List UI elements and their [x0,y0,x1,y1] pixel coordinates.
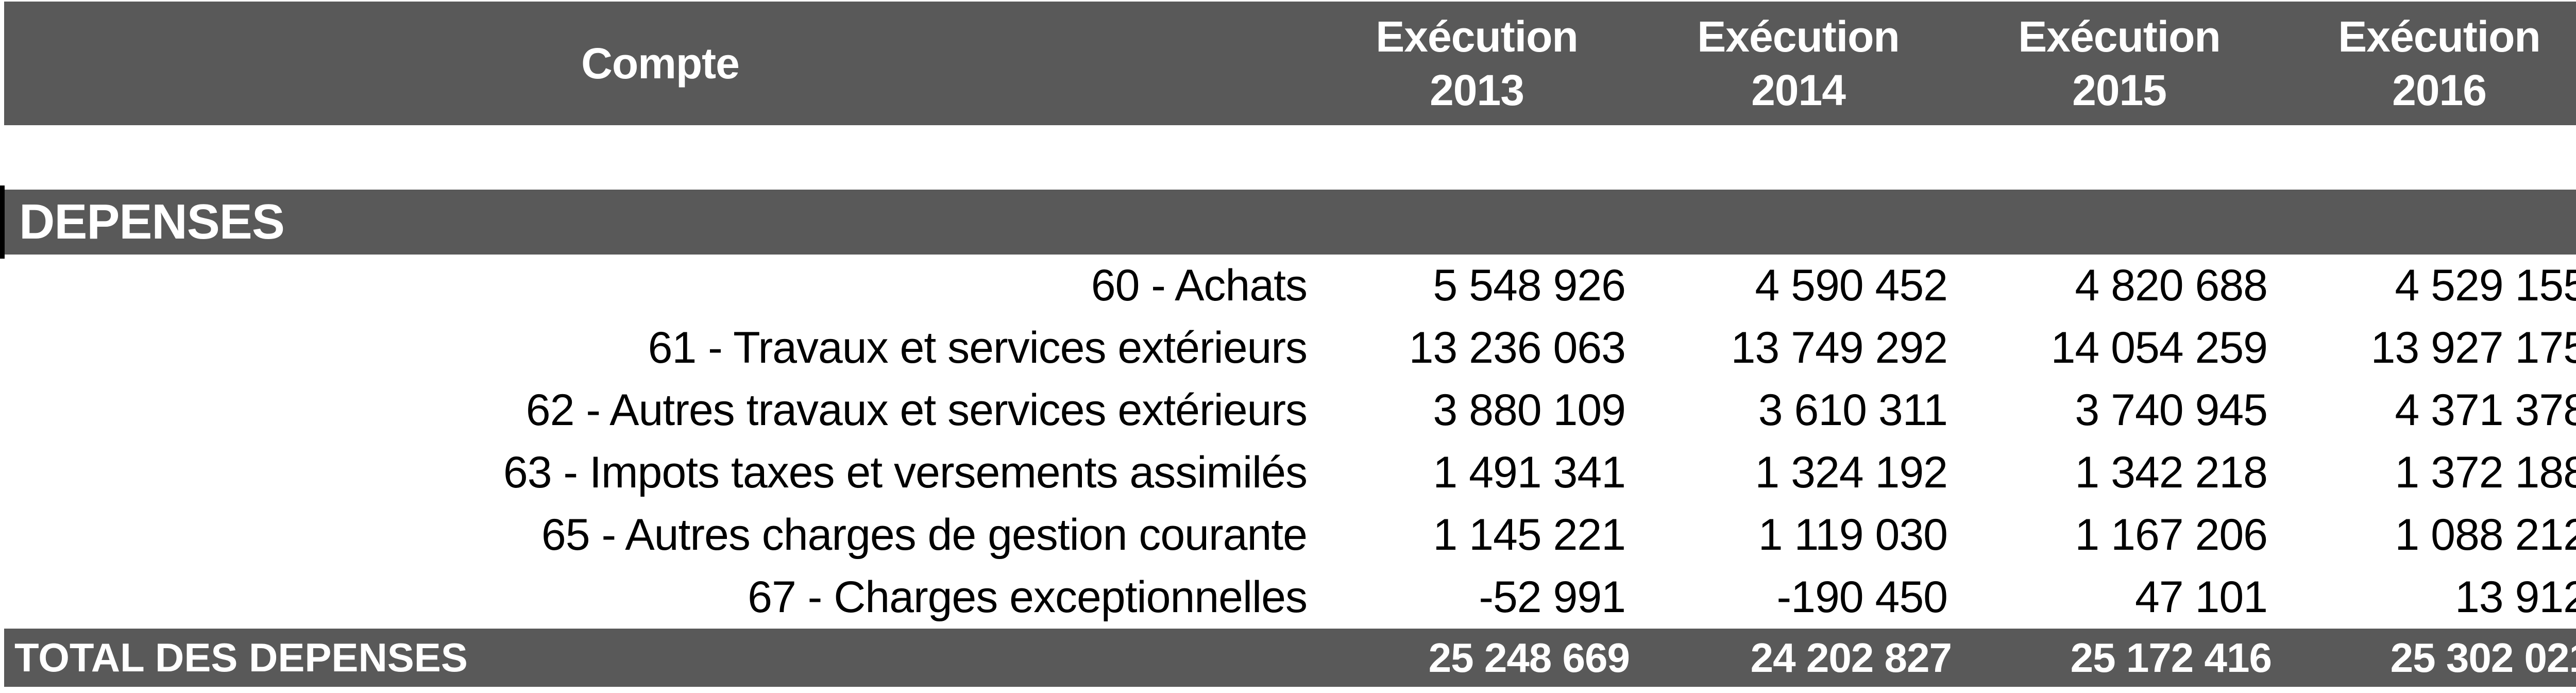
table-header-row: Compte Exécution 2013 Exécution 2014 Exé… [0,2,2576,125]
header-line2: 2016 [2392,66,2487,114]
value-2016: 1 372 188 [2395,448,2576,497]
header-line2: 2013 [1430,66,1524,114]
value-2015: 47 101 [2134,572,2268,622]
table-row-67-charges-exceptionnelles: 67 - Charges exceptionnelles -52 991 -19… [0,566,2576,629]
column-header-execution-2014: Exécution 2014 [1637,2,1959,125]
value-2014: -190 450 [1776,572,1948,622]
table-body: 60 - Achats 5 548 926 4 590 452 4 820 68… [0,255,2576,629]
account-label: 61 - Travaux et services extérieurs [648,323,1308,373]
account-label: 62 - Autres travaux et services extérieu… [526,385,1308,435]
header-line1: Exécution [1697,12,1900,61]
total-2014: 24 202 827 [1750,634,1952,681]
value-2016: 13 927 175 [2370,323,2576,373]
value-2016: 13 912 [2454,572,2576,622]
column-header-compte: Compte [4,2,1316,125]
value-2014: 1 119 030 [1758,510,1948,560]
total-2015: 25 172 416 [2070,634,2272,681]
account-label: 67 - Charges exceptionnelles [748,572,1308,622]
value-2013: 1 491 341 [1433,448,1626,497]
value-2014: 1 324 192 [1755,448,1948,497]
table-row-61-travaux: 61 - Travaux et services extérieurs 13 2… [0,317,2576,379]
column-header-execution-2016: Exécution 2016 [2279,2,2576,125]
total-row: TOTAL DES DEPENSES 25 248 669 24 202 827… [0,629,2576,687]
value-2013: 1 145 221 [1433,510,1626,560]
section-header-depenses: DEPENSES [0,190,2576,255]
value-2013: 5 548 926 [1433,261,1626,310]
value-2014: 13 749 292 [1731,323,1948,373]
column-header-execution-2015: Exécution 2015 [1959,2,2279,125]
table-row-62-autres-travaux: 62 - Autres travaux et services extérieu… [0,379,2576,442]
value-2013: 3 880 109 [1433,385,1626,435]
value-2013: -52 991 [1479,572,1626,622]
header-line1: Exécution [2338,12,2540,61]
column-header-compte-label: Compte [581,39,740,88]
header-line2: 2015 [2072,66,2167,114]
header-line1: Exécution [1376,12,1578,61]
table-row-63-impots: 63 - Impots taxes et versements assimilé… [0,442,2576,504]
total-2016: 25 302 021 [2390,634,2576,681]
total-label: TOTAL DES DEPENSES [14,635,468,680]
value-2014: 4 590 452 [1755,261,1948,310]
section-left-bar [0,185,5,259]
value-2016: 4 371 378 [2395,385,2576,435]
account-label: 63 - Impots taxes et versements assimilé… [503,448,1308,497]
account-label: 65 - Autres charges de gestion courante [541,510,1308,560]
value-2016: 1 088 212 [2395,510,2576,560]
column-header-execution-2013: Exécution 2013 [1316,2,1637,125]
value-2015: 3 740 945 [2075,385,2268,435]
table-row-65-autres-charges: 65 - Autres charges de gestion courante … [0,504,2576,566]
value-2013: 13 236 063 [1409,323,1626,373]
header-line1: Exécution [2018,12,2221,61]
header-line2: 2014 [1751,66,1846,114]
table-row-60-achats: 60 - Achats 5 548 926 4 590 452 4 820 68… [0,255,2576,317]
value-2015: 14 054 259 [2050,323,2268,373]
account-label: 60 - Achats [1091,261,1308,310]
value-2016: 4 529 155 [2395,261,2576,310]
value-2014: 3 610 311 [1758,385,1948,435]
section-title: DEPENSES [19,194,285,249]
total-2013: 25 248 669 [1428,634,1630,681]
value-2015: 4 820 688 [2075,261,2268,310]
value-2015: 1 342 218 [2075,448,2268,497]
value-2015: 1 167 206 [2075,510,2268,560]
